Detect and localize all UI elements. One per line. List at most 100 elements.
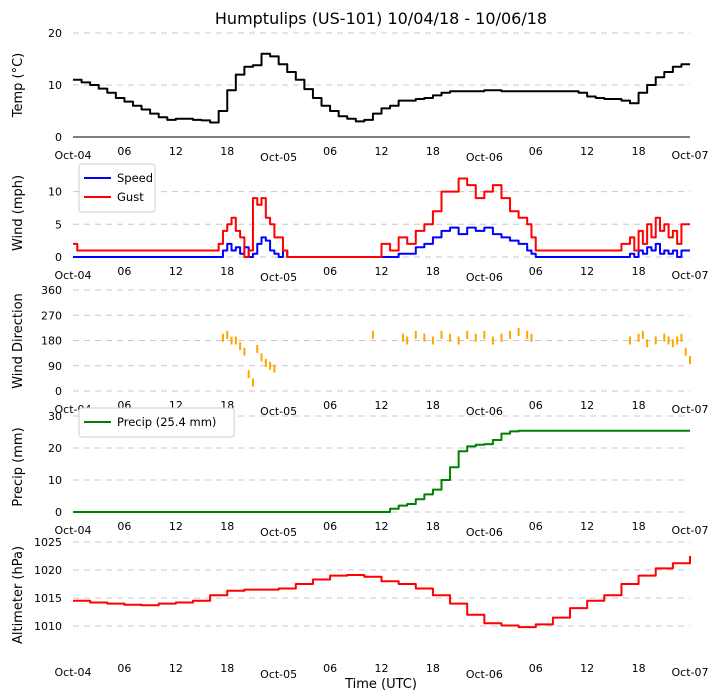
x-tick-label: 06 [323, 145, 337, 158]
wind-direction-axis-label: Wind Direction [11, 293, 26, 389]
x-axis-label: Time (UTC) [344, 677, 417, 692]
x-tick-label: 06 [529, 520, 543, 533]
x-tick-label: 18 [426, 662, 440, 675]
direction-point [491, 336, 494, 345]
x-tick-label: Oct-06 [466, 526, 503, 539]
x-tick-label: 06 [323, 265, 337, 278]
direction-point [431, 336, 434, 345]
altimeter-panel: Altimeter (hPa) 1010 1015 1020 1025 Oct-04 06… [11, 536, 709, 681]
x-tick-label: 18 [220, 265, 234, 278]
wind-series-line [73, 177, 690, 258]
x-tick-label: 12 [580, 662, 594, 675]
x-tick-label: Oct-05 [260, 668, 297, 681]
direction-point [401, 333, 404, 342]
x-tick-label: 18 [632, 265, 646, 278]
direction-point [239, 342, 242, 351]
direction-point [414, 330, 417, 339]
y-tick-label: 1015 [34, 592, 62, 605]
direction-point [449, 333, 452, 342]
legend-box [78, 163, 156, 213]
direction-point [526, 330, 529, 339]
direction-point [371, 330, 374, 339]
direction-point [483, 330, 486, 339]
x-tick-label: Oct-07 [672, 149, 709, 162]
x-tick-label: 12 [580, 145, 594, 158]
precip-series-line [73, 429, 690, 513]
precip-axis-label: Precip (mm) [11, 427, 26, 506]
x-tick-label: 12 [169, 265, 183, 278]
x-tick-label: 18 [426, 145, 440, 158]
direction-point [247, 370, 250, 379]
direction-point [256, 344, 259, 353]
x-tick-label: 12 [169, 520, 183, 533]
x-tick-label: 12 [375, 520, 389, 533]
x-tick-label: 12 [375, 265, 389, 278]
direction-point [517, 328, 520, 337]
direction-point [243, 347, 246, 356]
y-tick-label: 1010 [34, 620, 62, 633]
x-tick-label: 12 [580, 265, 594, 278]
direction-point [474, 333, 477, 342]
direction-point [689, 356, 691, 365]
x-tick-label: 06 [529, 662, 543, 675]
y-tick-label: 0 [55, 131, 62, 144]
y-tick-label: 1020 [34, 564, 62, 577]
y-tick-label: 0 [55, 251, 62, 264]
direction-point [423, 333, 426, 342]
x-tick-label: Oct-05 [260, 151, 297, 164]
temperature-axis-label: Temp (°C) [11, 53, 26, 119]
x-tick-label: Oct-07 [672, 524, 709, 537]
x-tick-label: 12 [375, 145, 389, 158]
y-tick-label: 30 [48, 410, 62, 423]
legend-entry: Speed [117, 171, 153, 185]
direction-point [671, 339, 674, 348]
direction-point [680, 333, 683, 342]
x-tick-label: 06 [323, 520, 337, 533]
x-tick-label: 12 [580, 520, 594, 533]
x-tick-label: 12 [375, 662, 389, 675]
x-tick-label: Oct-06 [466, 405, 503, 418]
direction-point [230, 336, 233, 345]
direction-point [646, 339, 649, 348]
x-tick-label: 18 [632, 145, 646, 158]
x-tick-label: Oct-07 [672, 403, 709, 416]
x-tick-label: 12 [580, 399, 594, 412]
y-tick-label: 90 [48, 360, 62, 373]
altimeter-series-line [73, 556, 691, 629]
legend-box [78, 407, 235, 438]
x-tick-label: 18 [632, 520, 646, 533]
y-tick-label: 0 [55, 506, 62, 519]
x-tick-label: 12 [169, 145, 183, 158]
x-tick-label: 12 [375, 399, 389, 412]
x-tick-label: Oct-04 [55, 524, 92, 537]
x-tick-label: Oct-06 [466, 271, 503, 284]
direction-point [509, 330, 512, 339]
temperature-panel: Temp (°C) 0 10 20 Oct-04 06 12 18 Oct-05 06 12 18 O… [11, 27, 709, 164]
x-tick-label: 18 [632, 662, 646, 675]
x-tick-label: 12 [169, 662, 183, 675]
figure-title: Humptulips (US-101) 10/04/18 - 10/06/18 [215, 9, 547, 28]
y-tick-label: 1025 [34, 536, 62, 549]
y-tick-label: 10 [48, 474, 62, 487]
x-tick-label: Oct-04 [55, 666, 92, 679]
y-tick-label: 270 [41, 309, 62, 322]
precip-panel: Precip (mm) 0 10 20 30 Oct-04 06 12 18 Oct-05 06 1… [11, 407, 709, 539]
y-tick-label: 5 [55, 218, 62, 231]
x-tick-label: 06 [117, 145, 131, 158]
y-tick-label: 360 [41, 284, 62, 297]
direction-point [684, 347, 687, 356]
altimeter-axis-label: Altimeter (hPa) [11, 546, 26, 644]
x-tick-label: 06 [117, 265, 131, 278]
x-tick-label: 18 [220, 145, 234, 158]
direction-point [273, 364, 276, 373]
direction-point [406, 336, 409, 345]
x-tick-label: Oct-06 [466, 151, 503, 164]
direction-point [629, 336, 632, 345]
y-tick-label: 20 [48, 442, 62, 455]
x-tick-label: 18 [426, 399, 440, 412]
x-tick-label: Oct-05 [260, 271, 297, 284]
direction-point [676, 336, 679, 345]
direction-point [667, 336, 670, 345]
